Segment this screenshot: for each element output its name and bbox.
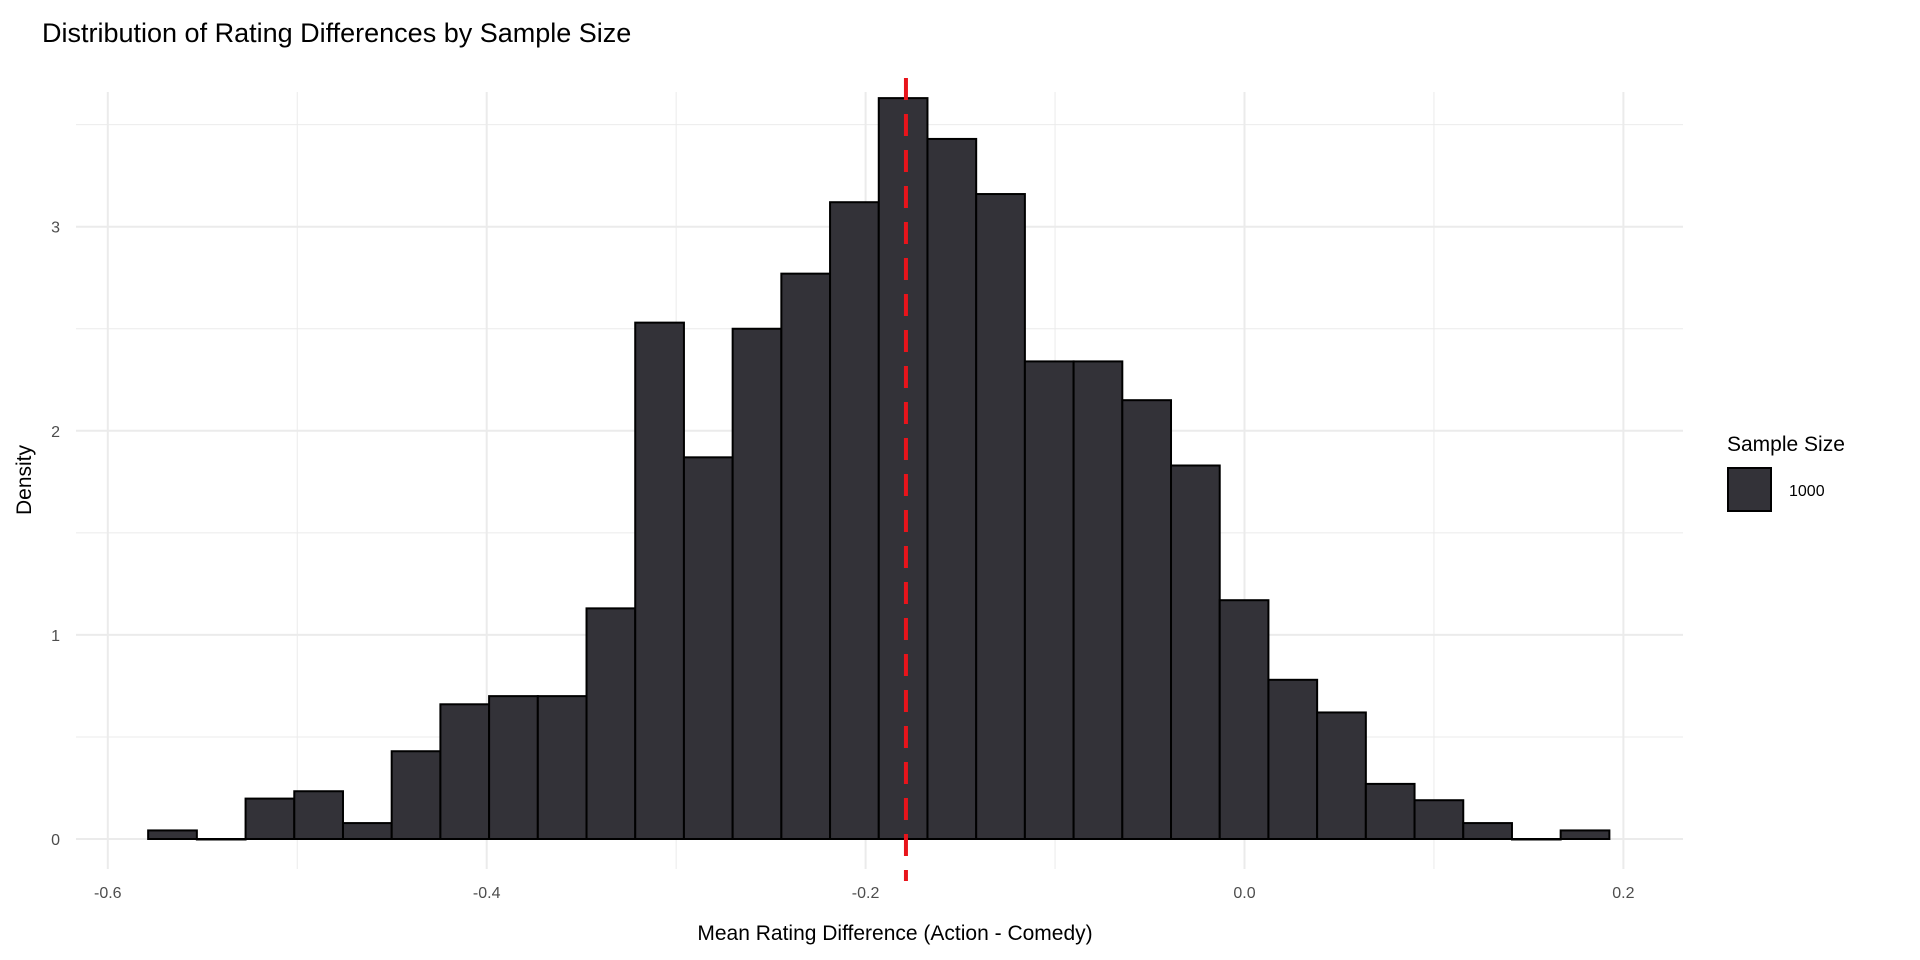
legend-key-1000	[1727, 467, 1772, 512]
x-tick-labels: -0.6 -0.4 -0.2 0.0 0.2	[94, 885, 1635, 902]
histogram-bar	[975, 193, 1026, 840]
y-tick-labels: 0 1 2 3	[51, 220, 60, 849]
histogram-bar	[731, 327, 783, 840]
histogram-bar	[1316, 711, 1367, 841]
histogram-bar	[1170, 464, 1221, 840]
x-axis-title: Mean Rating Difference (Action - Comedy)	[697, 922, 1092, 945]
histogram-bar	[780, 272, 832, 840]
histogram-bar	[1023, 360, 1075, 840]
y-tick-label: 3	[51, 220, 60, 237]
x-tick-label: 0.2	[1612, 885, 1634, 902]
chart-title: Distribution of Rating Differences by Sa…	[42, 18, 631, 48]
histogram-bar	[1072, 360, 1124, 840]
histogram-bar	[536, 695, 588, 840]
y-tick-label: 2	[51, 424, 60, 441]
x-tick-label: 0.0	[1233, 885, 1255, 902]
histogram-bar	[1121, 399, 1173, 840]
histogram-bar	[341, 822, 393, 840]
histogram-bar	[439, 703, 491, 840]
histogram-bar	[877, 97, 929, 840]
histogram-bar	[1267, 678, 1319, 840]
histogram-bar	[1364, 782, 1416, 841]
histogram-bar	[926, 137, 978, 840]
y-tick-label: 1	[51, 628, 60, 645]
histogram-bar	[1462, 822, 1513, 840]
legend: Sample Size 1000	[1727, 433, 1845, 512]
x-tick-label: -0.2	[852, 885, 880, 902]
x-tick-label: -0.4	[473, 885, 501, 902]
y-tick-label: 0	[51, 832, 60, 849]
histogram-bar	[1218, 599, 1270, 840]
histogram-bar	[585, 607, 637, 840]
x-tick-label: -0.6	[94, 885, 122, 902]
histogram-bar	[390, 750, 442, 840]
histogram-bar	[682, 456, 734, 840]
histogram-bar	[634, 321, 685, 840]
histogram-bar	[488, 695, 539, 840]
histogram-bar	[244, 797, 296, 840]
histogram-bar	[1559, 829, 1611, 840]
histogram-bar	[829, 201, 880, 840]
histogram-bar	[1413, 799, 1465, 841]
legend-label-1000: 1000	[1789, 483, 1825, 500]
histogram-bar	[195, 838, 247, 841]
histogram-bar	[1510, 838, 1562, 841]
histogram-bar	[147, 829, 198, 840]
legend-title: Sample Size	[1727, 433, 1845, 456]
bars	[147, 97, 1611, 841]
histogram-bar	[293, 790, 344, 840]
y-axis-title: Density	[13, 444, 36, 515]
